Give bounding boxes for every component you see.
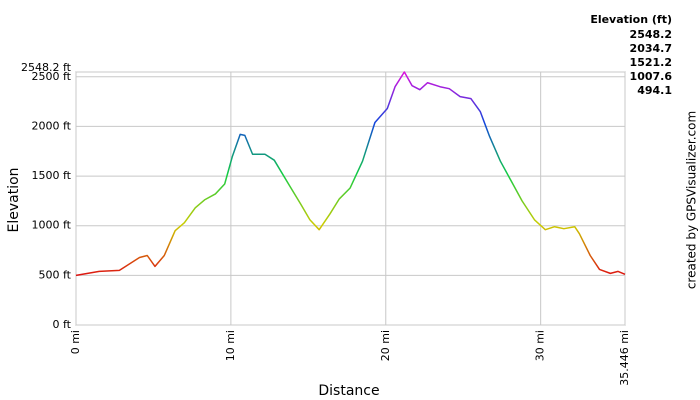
x-axis-title: Distance <box>318 383 379 399</box>
credit: created by GPSVisualizer.com <box>685 111 699 289</box>
y-tick-label: 2500 ft <box>32 70 72 83</box>
x-tick-label: 10 mi <box>224 330 237 361</box>
y-tick-label: 500 ft <box>39 268 72 281</box>
legend-value: 494.1 <box>637 84 672 97</box>
y-tick-label: 2000 ft <box>32 119 72 132</box>
legend-value: 1007.6 <box>630 70 673 83</box>
x-tick-label: 35.446 mi <box>618 330 631 386</box>
elevation-line <box>75 71 626 277</box>
x-tick-label: 0 mi <box>69 330 82 354</box>
y-axis-title: Elevation <box>6 167 22 232</box>
y-tick-label: 0 ft <box>53 318 72 331</box>
legend-value: 1521.2 <box>630 56 672 69</box>
legend-value: 2034.7 <box>630 42 672 55</box>
x-tick-label: 20 mi <box>379 330 392 361</box>
x-tick-label: 30 mi <box>534 330 547 361</box>
legend-value: 2548.2 <box>630 28 672 41</box>
y-tick-label: 1000 ft <box>32 219 72 232</box>
y-tick-label: 2548.2 ft <box>21 61 72 74</box>
y-tick-label: 1500 ft <box>32 169 72 182</box>
plot-frame <box>75 71 626 326</box>
legend-title: Elevation (ft) <box>590 13 672 26</box>
